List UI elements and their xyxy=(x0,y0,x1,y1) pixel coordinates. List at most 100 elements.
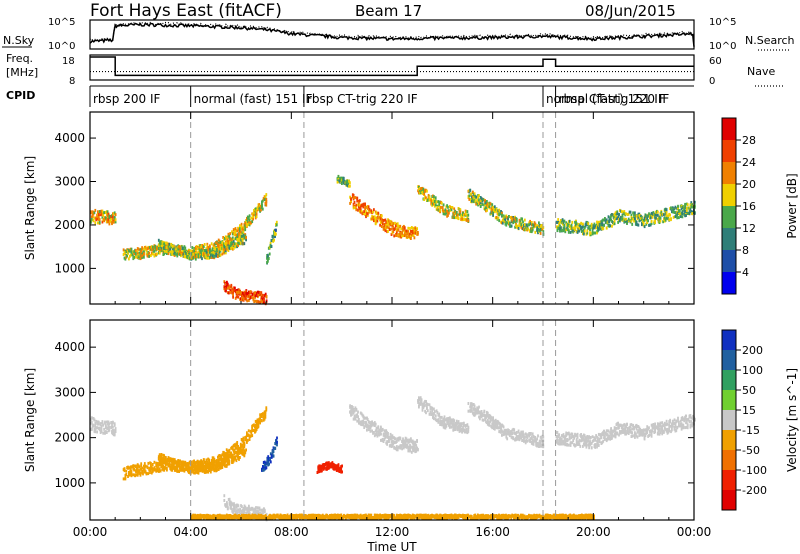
scatter-cell xyxy=(184,252,187,256)
scatter-cell xyxy=(393,234,396,238)
scatter-cell xyxy=(516,437,519,441)
scatter-cell xyxy=(205,250,208,254)
scatter-cell xyxy=(461,217,463,221)
scatter-cell xyxy=(97,422,100,426)
scatter-cell xyxy=(103,427,105,431)
scatter-cell xyxy=(246,216,249,220)
scatter-cell xyxy=(187,462,189,466)
scatter-cell xyxy=(237,295,240,299)
scatter-cell xyxy=(366,207,369,210)
scatter-cell xyxy=(563,223,566,227)
scatter-cell xyxy=(482,418,485,422)
scatter-cell xyxy=(239,449,241,453)
scatter-cell xyxy=(523,433,525,437)
scatter-cell xyxy=(231,457,234,461)
scatter-cell xyxy=(93,211,96,215)
scatter-cell xyxy=(150,461,152,465)
scatter-cell xyxy=(224,452,227,456)
scatter-cell xyxy=(263,298,265,302)
scatter-cell xyxy=(224,246,227,250)
scatter-cell xyxy=(142,470,144,474)
scatter-cell xyxy=(226,280,228,284)
scatter-cell xyxy=(433,195,435,199)
scatter-cell xyxy=(251,434,254,438)
scatter-cell xyxy=(568,219,571,223)
scatter-cell xyxy=(437,200,440,204)
scatter-cell xyxy=(377,211,380,215)
scatter-cell xyxy=(560,442,563,446)
scatter-cell xyxy=(251,507,254,511)
scatter-cell xyxy=(228,239,231,243)
scatter-cell xyxy=(565,228,568,232)
scatter-cell xyxy=(96,217,98,221)
scatter-cell xyxy=(585,445,588,449)
scatter-cell xyxy=(364,416,366,420)
scatter-cell xyxy=(535,224,538,228)
scatter-cell xyxy=(587,226,590,230)
scatter-cell xyxy=(205,247,208,251)
scatter-cell xyxy=(409,449,411,453)
scatter-cell xyxy=(203,248,206,252)
scatter-cell xyxy=(333,467,335,471)
freq-frame xyxy=(89,54,695,81)
scatter-cell xyxy=(456,421,459,425)
scatter-cell xyxy=(609,224,612,228)
scatter-cell xyxy=(467,409,470,413)
scatter-cell xyxy=(363,416,366,420)
scatter-cell xyxy=(597,220,600,224)
scatter-cell xyxy=(612,434,615,438)
scatter-cell xyxy=(583,229,586,233)
scatter-cell xyxy=(176,469,179,473)
scatter-cell xyxy=(97,420,100,424)
scatter-cell xyxy=(187,256,190,260)
scatter-cell xyxy=(656,213,659,217)
scatter-cell xyxy=(492,416,494,420)
scatter-cell xyxy=(691,203,693,207)
scatter-cell xyxy=(169,459,172,463)
scatter-cell xyxy=(179,249,181,253)
scatter-cell xyxy=(129,467,132,471)
scatter-cell xyxy=(459,210,462,214)
scatter-cell xyxy=(177,247,180,251)
scatter-cell xyxy=(567,431,570,435)
scatter-cell xyxy=(593,222,596,226)
scatter-cell xyxy=(397,228,400,232)
date-label: 08/Jun/2015 xyxy=(585,2,676,20)
scatter-cell xyxy=(473,192,476,196)
scatter-cell xyxy=(186,465,188,469)
scatter-cell xyxy=(205,468,208,471)
scatter-cell xyxy=(511,219,514,223)
scatter-cell xyxy=(169,457,172,461)
scatter-cell xyxy=(241,239,244,243)
scatter-cell xyxy=(226,282,229,286)
scatter-cell xyxy=(573,436,575,440)
scatter-cell xyxy=(150,464,152,467)
scatter-cell xyxy=(582,222,584,226)
scatter-cell xyxy=(431,409,434,413)
scatter-cell xyxy=(415,444,418,448)
scatter-cell xyxy=(261,419,263,423)
scatter-cell xyxy=(255,428,258,431)
scatter-cell xyxy=(209,467,212,471)
scatter-cell xyxy=(349,201,351,205)
scatter-cell xyxy=(124,477,127,481)
noise-right-label: N.Search xyxy=(745,34,795,47)
scatter-cell xyxy=(165,466,168,470)
scatter-cell xyxy=(246,220,249,224)
scatter-cell xyxy=(112,429,115,433)
scatter-cell xyxy=(230,451,232,455)
scatter-cell xyxy=(457,424,460,428)
scatter-cell xyxy=(440,423,443,427)
scatter-cell xyxy=(263,510,266,514)
scatter-cell xyxy=(106,210,109,214)
scatter-cell xyxy=(491,206,494,210)
scatter-cell xyxy=(103,219,105,223)
scatter-cell xyxy=(221,246,224,250)
scatter-cell xyxy=(587,222,590,226)
scatter-cell xyxy=(122,477,125,481)
scatter-cell xyxy=(114,430,117,433)
scatter-cell xyxy=(617,216,619,220)
scatter-cell xyxy=(616,431,619,435)
range-tick-label: 2000 xyxy=(54,218,85,232)
scatter-cell xyxy=(610,427,612,431)
